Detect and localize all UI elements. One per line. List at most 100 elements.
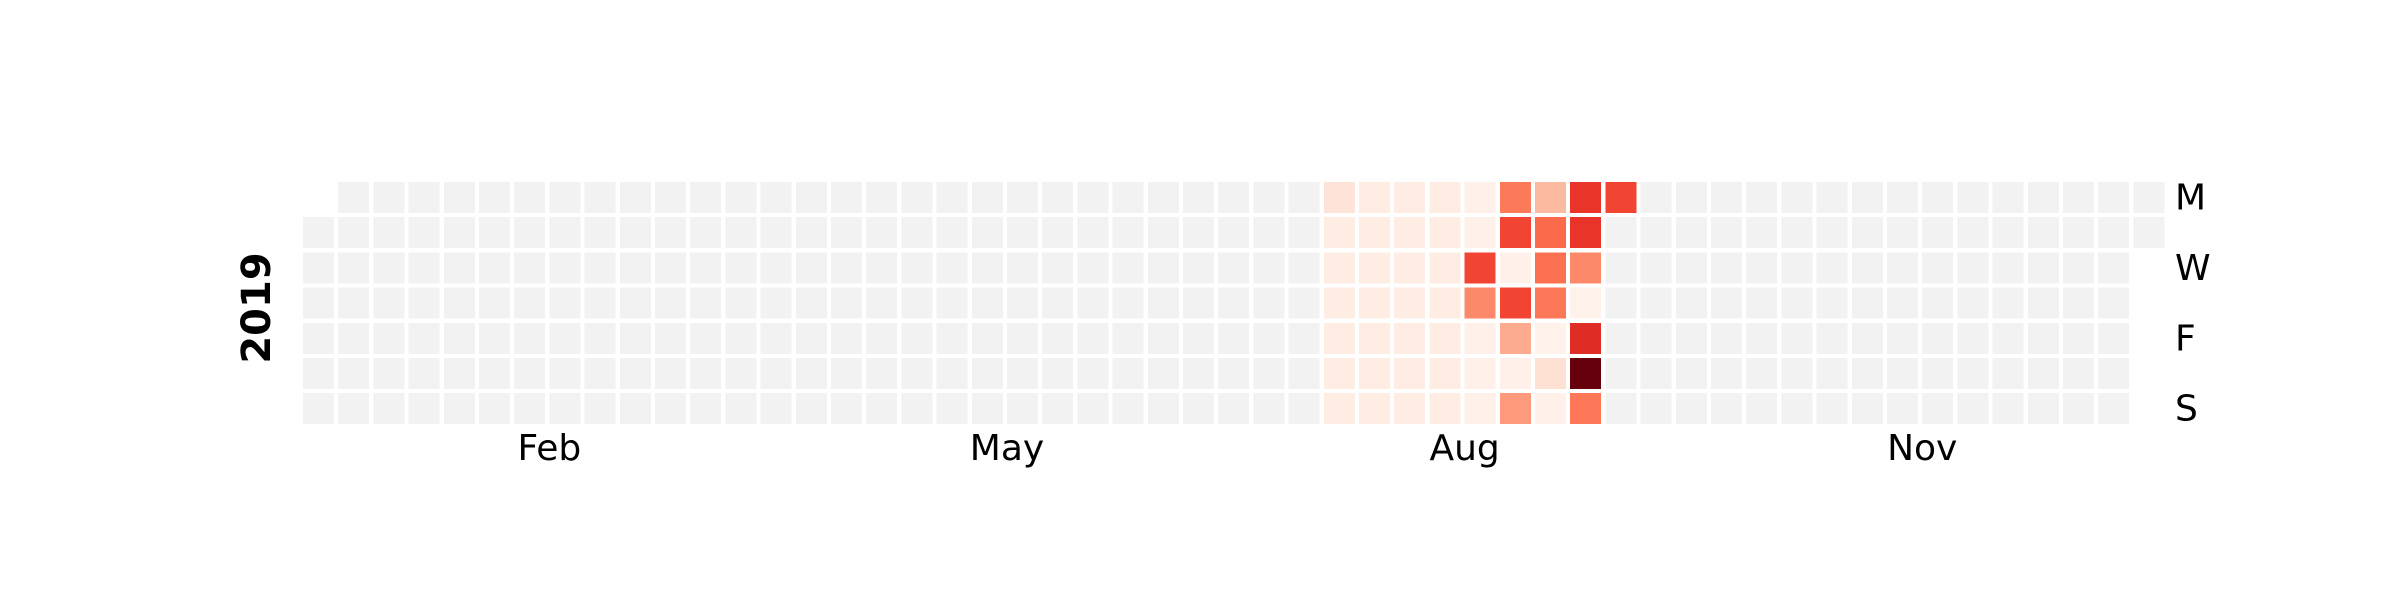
heatmap-cell (619, 217, 651, 249)
heatmap-cell (866, 358, 898, 389)
heatmap-cell-filled (1394, 182, 1426, 213)
heatmap-cell-filled (1323, 217, 1355, 249)
heatmap-cell (1007, 322, 1038, 354)
heatmap-cell (971, 322, 1003, 354)
heatmap-cell (2027, 252, 2059, 284)
heatmap-cell (1007, 287, 1038, 319)
heatmap-cell-filled (1570, 252, 1602, 284)
heatmap-cell (443, 393, 475, 425)
heatmap-cell (1851, 393, 1883, 425)
heatmap-cell (1112, 287, 1144, 319)
heatmap-cell (1711, 322, 1742, 354)
heatmap-cell (373, 217, 405, 249)
heatmap-cell (971, 182, 1003, 213)
heatmap-cell (1957, 252, 1989, 284)
heatmap-cell (1746, 217, 1778, 249)
heatmap-cell (690, 217, 722, 249)
heatmap-cell (619, 182, 651, 213)
heatmap-cell (1957, 182, 1989, 213)
heatmap-cell (1218, 217, 1250, 249)
heatmap-cell-filled (1359, 358, 1390, 389)
heatmap-cell (2063, 393, 2094, 425)
weekday-label: M (2175, 178, 2206, 219)
heatmap-cell (760, 358, 792, 389)
heatmap-cell (338, 358, 370, 389)
heatmap-cell (1887, 358, 1918, 389)
heatmap-cell-filled (1359, 182, 1390, 213)
heatmap-cell (2098, 182, 2130, 213)
heatmap-cell (1992, 322, 2024, 354)
heatmap-cell (1816, 358, 1848, 389)
heatmap-cell (2027, 287, 2059, 319)
heatmap-cell-filled (1535, 182, 1566, 213)
heatmap-cell (971, 358, 1003, 389)
heatmap-cell (795, 358, 827, 389)
heatmap-cell (619, 322, 651, 354)
heatmap-cell (1922, 287, 1954, 319)
heatmap-cell (549, 358, 581, 389)
heatmap-cell (901, 322, 933, 354)
heatmap-cell (1605, 217, 1637, 249)
heatmap-cell (479, 217, 510, 249)
heatmap-cell (2027, 322, 2059, 354)
heatmap-cell (1675, 252, 1707, 284)
heatmap-cell (2098, 358, 2130, 389)
heatmap-cell (373, 182, 405, 213)
heatmap-cell (725, 393, 757, 425)
heatmap-cell (1675, 358, 1707, 389)
heatmap-cell (1605, 322, 1637, 354)
heatmap-cell (1183, 252, 1214, 284)
heatmap-cell (1605, 358, 1637, 389)
heatmap-cell-filled (1499, 252, 1531, 284)
heatmap-cell (795, 252, 827, 284)
heatmap-cell (760, 252, 792, 284)
heatmap-cell (760, 287, 792, 319)
heatmap-cell-filled (1464, 182, 1496, 213)
heatmap-cell (1288, 217, 1320, 249)
month-label: Nov (1887, 428, 1957, 469)
heatmap-cell-filled (1464, 252, 1496, 284)
heatmap-cell (1781, 358, 1813, 389)
heatmap-cell (584, 217, 616, 249)
heatmap-cell (584, 287, 616, 319)
heatmap-cell (338, 182, 370, 213)
heatmap-cell (2098, 217, 2130, 249)
heatmap-cell (1042, 287, 1074, 319)
heatmap-cell (1781, 287, 1813, 319)
heatmap-cell (1675, 182, 1707, 213)
heatmap-cell (655, 182, 686, 213)
heatmap-cell (1042, 182, 1074, 213)
heatmap-cell (690, 322, 722, 354)
heatmap-cell (514, 252, 546, 284)
heatmap-cell (1922, 217, 1954, 249)
heatmap-cell-filled (1499, 358, 1531, 389)
heatmap-cell (373, 322, 405, 354)
heatmap-cell-filled (1394, 287, 1426, 319)
heatmap-cell (831, 358, 862, 389)
heatmap-cell (936, 358, 968, 389)
heatmap-cell (338, 322, 370, 354)
heatmap-cell-filled (1429, 252, 1461, 284)
heatmap-cell (831, 287, 862, 319)
heatmap-cell (1183, 287, 1214, 319)
heatmap-cell-filled (1394, 322, 1426, 354)
heatmap-cell (2063, 287, 2094, 319)
heatmap-cell (1675, 217, 1707, 249)
heatmap-cell (831, 322, 862, 354)
heatmap-cell (655, 287, 686, 319)
heatmap-cell (1147, 217, 1179, 249)
heatmap-cell (1640, 358, 1672, 389)
heatmap-cell (443, 182, 475, 213)
heatmap-cell (514, 393, 546, 425)
heatmap-cell (1957, 322, 1989, 354)
heatmap-cell-filled (1499, 217, 1531, 249)
heatmap-cell (831, 393, 862, 425)
heatmap-cell (1253, 252, 1285, 284)
heatmap-cell (1675, 393, 1707, 425)
heatmap-cell (795, 322, 827, 354)
heatmap-cell-filled (1429, 358, 1461, 389)
heatmap-cell-filled (1464, 287, 1496, 319)
heatmap-cell (1922, 322, 1954, 354)
heatmap-cell (2098, 322, 2130, 354)
heatmap-cell (1851, 358, 1883, 389)
